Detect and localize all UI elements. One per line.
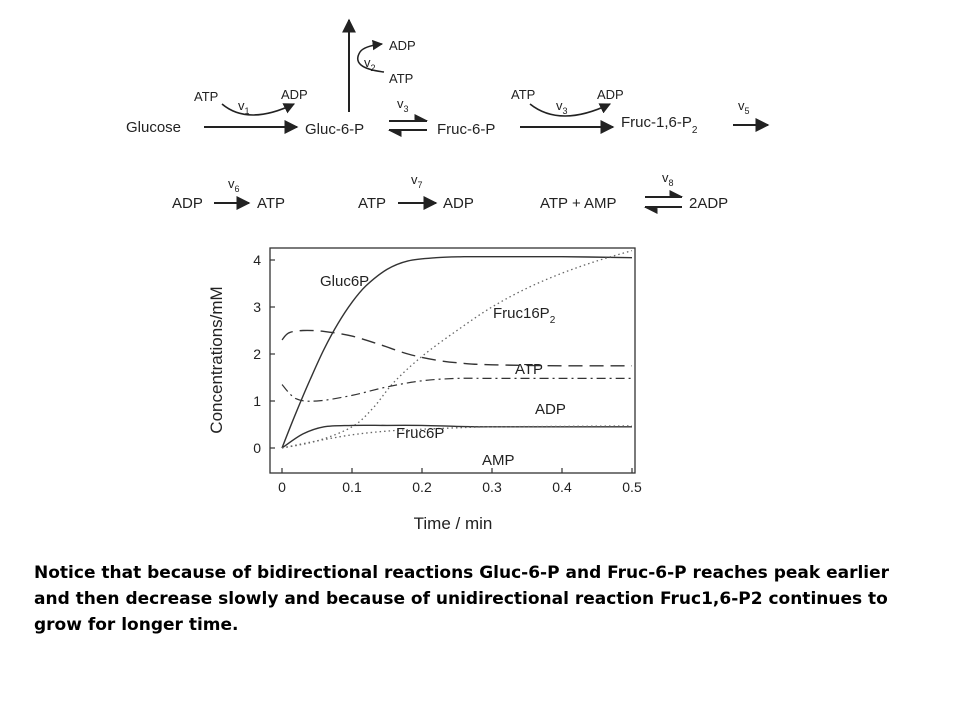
series-label-atp: ATP bbox=[515, 361, 543, 378]
x-tick-label: 0.5 bbox=[622, 479, 642, 495]
v2-adp-label: ADP bbox=[389, 38, 416, 53]
series-line-fruc6p bbox=[281, 424, 632, 449]
series-line-adp bbox=[281, 377, 632, 402]
y-axis-label: Concentrations/mM bbox=[207, 286, 226, 433]
series-label-adp: ADP bbox=[535, 401, 566, 418]
x-axis-label: Time / min bbox=[414, 514, 493, 533]
v8-rate-label: v8 bbox=[662, 170, 674, 188]
glucose-label: Glucose bbox=[126, 119, 181, 136]
v7-rate-label: v7 bbox=[411, 172, 423, 190]
plot-frame bbox=[269, 247, 636, 474]
x-tick-label: 0.2 bbox=[412, 479, 432, 495]
v6-rate-label: v6 bbox=[228, 176, 240, 194]
r6-right-label: ATP bbox=[257, 195, 285, 212]
series-line-gluc6p bbox=[281, 255, 633, 449]
v1-atp-label: ATP bbox=[194, 89, 218, 104]
series-line-atp bbox=[281, 329, 633, 367]
x-tick-label: 0.3 bbox=[482, 479, 502, 495]
v2-atp-label: ATP bbox=[389, 71, 413, 86]
r7-left-label: ATP bbox=[358, 195, 386, 212]
x-tick-label: 0.4 bbox=[552, 479, 572, 495]
gluc6p-label: Gluc-6-P bbox=[305, 121, 364, 138]
y-tick-label: 2 bbox=[253, 346, 261, 362]
series-line-fruc16p bbox=[281, 249, 633, 449]
y-tick-label: 4 bbox=[253, 252, 261, 268]
x-tick-label: 0 bbox=[278, 479, 286, 495]
series-line-amp bbox=[281, 425, 633, 449]
note-paragraph: Notice that because of bidirectional rea… bbox=[34, 563, 890, 635]
y-tick-label: 1 bbox=[253, 393, 261, 409]
series-label-fruc6p: Fruc6P bbox=[396, 425, 444, 442]
r8-left-label: ATP + AMP bbox=[540, 195, 617, 212]
pfk-cofactor-arc bbox=[529, 103, 612, 117]
v5-rate-label: v5 bbox=[738, 98, 750, 116]
pfk-atp-label: ATP bbox=[511, 87, 535, 102]
r7-right-label: ADP bbox=[443, 195, 474, 212]
v2-cofactor-arc bbox=[357, 39, 385, 73]
concentration-chart: 0 0.1 0.2 0.3 0.4 0.5 0 1 2 3 4 Gluc6P Fruc16P2 AT… bbox=[207, 247, 642, 533]
reaction-scheme: Glucose Gluc-6-P Fruc-6-P Fruc-1,6-P2 AT… bbox=[126, 18, 770, 214]
v1-cofactor-arc bbox=[221, 103, 296, 116]
fruc16p2-label: Fruc-1,6-P2 bbox=[621, 114, 698, 136]
pfk-rate-label: v3 bbox=[556, 98, 568, 116]
y-tick-label: 0 bbox=[253, 440, 261, 456]
v3-rate-label: v3 bbox=[397, 96, 409, 114]
r8-right-label: 2ADP bbox=[689, 195, 728, 212]
x-tick-label: 0.1 bbox=[342, 479, 362, 495]
series-label-amp: AMP bbox=[482, 452, 515, 469]
v2-rate-label: v2 bbox=[364, 55, 376, 73]
fruc6p-label: Fruc-6-P bbox=[437, 121, 495, 138]
v1-adp-label: ADP bbox=[281, 87, 308, 102]
pfk-adp-label: ADP bbox=[597, 87, 624, 102]
y-tick-label: 3 bbox=[253, 299, 261, 315]
series-label-gluc6p: Gluc6P bbox=[320, 273, 369, 290]
series-label-fruc16p2: Fruc16P2 bbox=[493, 305, 556, 326]
v1-rate-label: v1 bbox=[238, 98, 250, 116]
r6-left-label: ADP bbox=[172, 195, 203, 212]
